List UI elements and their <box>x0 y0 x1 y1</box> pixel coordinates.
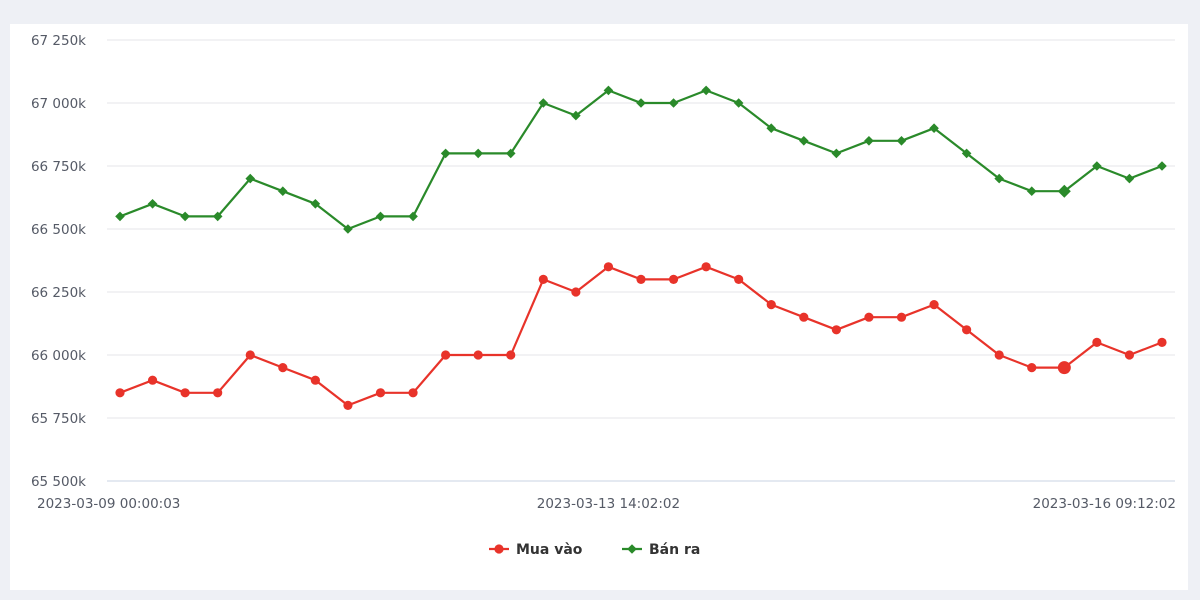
data-point[interactable] <box>831 325 841 335</box>
data-point[interactable] <box>310 199 321 209</box>
series-group <box>115 85 1167 410</box>
data-point[interactable] <box>571 110 581 121</box>
data-point[interactable] <box>994 350 1004 360</box>
y-tick-label: 65 750k <box>31 411 86 427</box>
data-point[interactable] <box>506 350 516 360</box>
data-point[interactable] <box>701 85 711 96</box>
price-line-chart: 67 250k 67 000k 66 750k 66 500k 66 250k 66 00… <box>31 33 1176 558</box>
data-point[interactable] <box>636 98 646 108</box>
y-tick-label: 66 750k <box>31 159 86 175</box>
data-point[interactable] <box>994 173 1004 184</box>
data-point[interactable] <box>375 388 386 398</box>
data-point[interactable] <box>929 123 939 133</box>
data-point[interactable] <box>473 350 483 360</box>
data-point[interactable] <box>864 312 874 322</box>
data-point[interactable] <box>278 363 288 373</box>
data-point[interactable] <box>408 211 418 222</box>
data-point[interactable] <box>180 211 190 222</box>
data-point[interactable] <box>799 312 809 322</box>
series-sell <box>115 85 1167 234</box>
legend-item-buy[interactable]: Mua vào <box>489 542 583 558</box>
chart-card: 67 250k 67 000k 66 750k 66 500k 66 250k 66 00… <box>10 24 1188 590</box>
data-point[interactable] <box>212 211 223 222</box>
data-point[interactable] <box>473 148 483 159</box>
x-axis: 2023-03-09 00:00:03 2023-03-13 14:02:02 20… <box>37 496 1176 512</box>
data-point[interactable] <box>896 136 907 146</box>
data-point[interactable] <box>1157 337 1167 347</box>
y-tick-label: 67 250k <box>31 33 86 49</box>
y-axis: 67 250k 67 000k 66 750k 66 500k 66 250k 66 00… <box>31 33 86 490</box>
data-point[interactable] <box>538 98 549 108</box>
data-point[interactable] <box>733 98 744 108</box>
series-line <box>119 265 1163 407</box>
data-point[interactable] <box>603 262 614 272</box>
data-point[interactable] <box>245 350 255 360</box>
data-point[interactable] <box>1027 363 1037 373</box>
data-point[interactable] <box>115 388 125 398</box>
x-tick-label: 2023-03-13 14:02:02 <box>537 496 680 512</box>
data-point[interactable] <box>571 287 581 297</box>
data-point[interactable] <box>147 199 158 209</box>
data-point[interactable] <box>278 186 288 196</box>
data-point[interactable] <box>310 375 320 385</box>
data-point[interactable] <box>896 312 907 322</box>
series-buy <box>115 262 1167 410</box>
data-point[interactable] <box>831 148 842 159</box>
data-point[interactable] <box>734 274 744 284</box>
data-point[interactable] <box>962 325 972 335</box>
data-point[interactable] <box>343 224 353 234</box>
x-tick-label: 2023-03-16 09:12:02 <box>1033 496 1176 512</box>
data-point[interactable] <box>343 400 353 410</box>
data-point[interactable] <box>603 85 614 96</box>
legend[interactable]: Mua vào Bán ra <box>489 542 700 558</box>
data-point[interactable] <box>701 262 711 272</box>
series-line <box>119 89 1163 231</box>
data-point[interactable] <box>668 98 679 108</box>
data-point[interactable] <box>441 350 451 360</box>
data-point[interactable] <box>929 300 939 310</box>
y-tick-label: 67 000k <box>31 96 86 112</box>
data-point[interactable] <box>1124 173 1135 184</box>
x-tick-label: 2023-03-09 00:00:03 <box>37 496 180 512</box>
data-point[interactable] <box>180 388 190 398</box>
legend-item-sell[interactable]: Bán ra <box>622 542 700 558</box>
legend-diamond-marker-icon <box>627 544 637 554</box>
data-point[interactable] <box>961 148 972 159</box>
data-point[interactable] <box>1092 161 1102 171</box>
data-point[interactable] <box>1026 186 1037 196</box>
data-point[interactable] <box>1092 337 1102 347</box>
legend-circle-marker-icon <box>494 544 504 554</box>
data-point[interactable] <box>147 375 158 385</box>
data-point[interactable] <box>115 211 125 222</box>
data-point[interactable] <box>636 274 646 284</box>
data-point[interactable] <box>1124 350 1135 360</box>
y-tick-label: 66 250k <box>31 285 86 301</box>
legend-label: Mua vào <box>516 542 583 558</box>
data-point[interactable] <box>408 388 418 398</box>
data-point[interactable] <box>766 300 776 310</box>
data-point[interactable] <box>1157 161 1167 171</box>
data-point[interactable] <box>799 136 809 146</box>
grid-lines <box>107 39 1175 482</box>
data-point[interactable] <box>440 148 451 159</box>
legend-label: Bán ra <box>649 542 700 558</box>
y-tick-label: 66 500k <box>31 222 86 238</box>
data-point[interactable] <box>1057 361 1071 375</box>
data-point[interactable] <box>375 211 386 222</box>
data-point[interactable] <box>213 388 223 398</box>
y-tick-label: 66 000k <box>31 348 86 364</box>
data-point[interactable] <box>766 123 777 133</box>
data-point[interactable] <box>864 136 874 146</box>
data-point[interactable] <box>538 274 548 284</box>
data-point[interactable] <box>245 173 256 184</box>
y-tick-label: 65 500k <box>31 474 86 490</box>
data-point[interactable] <box>1057 184 1071 198</box>
data-point[interactable] <box>668 274 679 284</box>
